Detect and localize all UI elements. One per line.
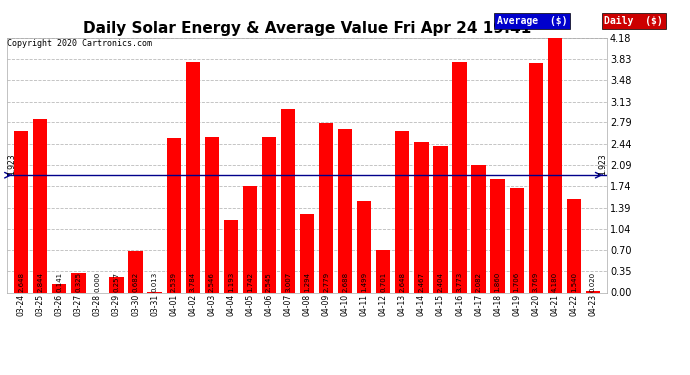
Bar: [395, 131, 409, 292]
Text: 3.784: 3.784: [190, 272, 196, 292]
Text: 2.844: 2.844: [37, 272, 43, 292]
Bar: [433, 146, 448, 292]
Bar: [509, 188, 524, 292]
Bar: [471, 165, 486, 292]
Bar: [376, 250, 391, 292]
Bar: [566, 198, 581, 292]
Text: 2.648: 2.648: [400, 272, 405, 292]
Text: 1.923: 1.923: [598, 154, 607, 175]
Text: 2.648: 2.648: [18, 272, 24, 292]
Text: 2.545: 2.545: [266, 272, 272, 292]
Bar: [281, 109, 295, 292]
Text: 1.742: 1.742: [247, 272, 253, 292]
Text: 1.706: 1.706: [513, 272, 520, 292]
Text: Copyright 2020 Cartronics.com: Copyright 2020 Cartronics.com: [7, 39, 152, 48]
Text: 2.467: 2.467: [418, 272, 424, 292]
Text: 1.499: 1.499: [362, 272, 367, 292]
Text: 0.013: 0.013: [152, 272, 157, 292]
Bar: [186, 62, 200, 292]
Text: 0.257: 0.257: [113, 272, 119, 292]
Text: 2.688: 2.688: [342, 272, 348, 292]
Text: 0.141: 0.141: [57, 272, 62, 292]
Text: 1.294: 1.294: [304, 272, 310, 292]
Text: 0.701: 0.701: [380, 272, 386, 292]
Bar: [243, 186, 257, 292]
Bar: [128, 251, 143, 292]
Bar: [262, 137, 276, 292]
Text: 1.923: 1.923: [7, 154, 16, 175]
Title: Daily Solar Energy & Average Value Fri Apr 24 19:41: Daily Solar Energy & Average Value Fri A…: [83, 21, 531, 36]
Bar: [33, 119, 48, 292]
Bar: [300, 213, 314, 292]
Text: 0.682: 0.682: [132, 272, 139, 292]
Text: Average  ($): Average ($): [497, 16, 567, 26]
Bar: [319, 123, 333, 292]
Text: 0.000: 0.000: [95, 272, 101, 292]
Bar: [586, 291, 600, 292]
Text: 2.779: 2.779: [323, 272, 329, 292]
Text: 0.020: 0.020: [590, 272, 596, 292]
Bar: [205, 137, 219, 292]
Bar: [529, 63, 543, 292]
Bar: [357, 201, 371, 292]
Bar: [338, 129, 353, 292]
Bar: [166, 138, 181, 292]
Bar: [52, 284, 66, 292]
Bar: [453, 62, 466, 292]
Text: 2.082: 2.082: [475, 272, 482, 292]
Text: Daily  ($): Daily ($): [604, 16, 663, 26]
Bar: [14, 131, 28, 292]
Text: 3.773: 3.773: [457, 272, 462, 292]
Bar: [414, 142, 428, 292]
Bar: [491, 179, 505, 292]
Text: 4.180: 4.180: [552, 272, 558, 292]
Text: 2.404: 2.404: [437, 272, 444, 292]
Text: 1.540: 1.540: [571, 272, 577, 292]
Text: 2.546: 2.546: [209, 272, 215, 292]
Text: 0.325: 0.325: [75, 272, 81, 292]
Text: 1.193: 1.193: [228, 272, 234, 292]
Text: 3.007: 3.007: [285, 272, 291, 292]
Bar: [109, 277, 124, 292]
Text: 2.539: 2.539: [170, 272, 177, 292]
Bar: [71, 273, 86, 292]
Text: 1.860: 1.860: [495, 272, 501, 292]
Bar: [548, 38, 562, 292]
Bar: [224, 220, 238, 292]
Text: 3.769: 3.769: [533, 272, 539, 292]
